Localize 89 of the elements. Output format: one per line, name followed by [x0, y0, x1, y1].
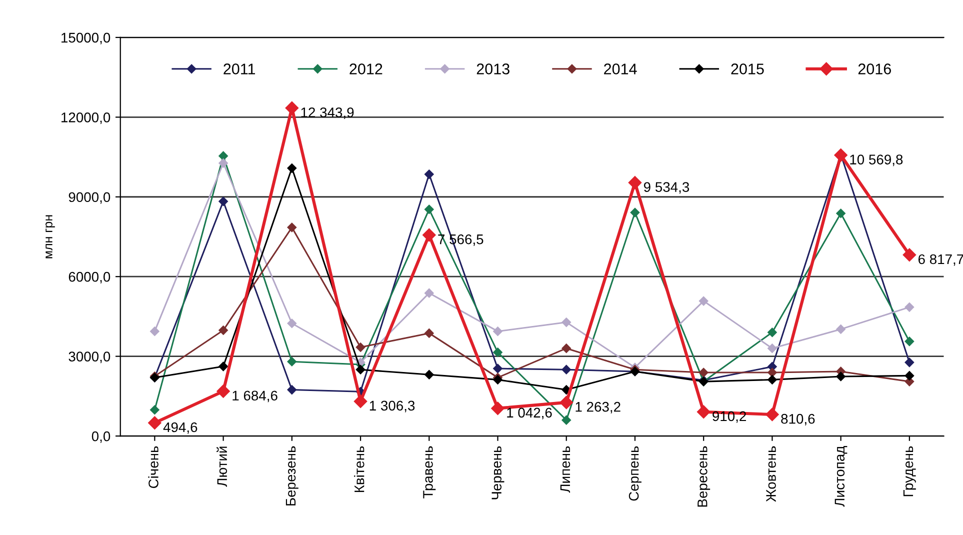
- point: [834, 148, 848, 162]
- data-label: 1 263,2: [576, 402, 620, 414]
- point: [904, 336, 914, 346]
- point: [285, 101, 298, 115]
- point: [562, 364, 571, 374]
- point: [150, 405, 160, 414]
- point: [287, 164, 297, 173]
- point: [836, 372, 846, 382]
- point: [218, 151, 228, 161]
- point: [356, 342, 366, 352]
- point: [768, 375, 777, 384]
- point: [150, 326, 160, 336]
- legend-label: 2012: [350, 64, 382, 74]
- data-label: 910,2: [712, 411, 746, 423]
- point: [493, 348, 502, 357]
- point: [768, 344, 777, 353]
- point: [562, 318, 571, 327]
- point: [422, 228, 436, 242]
- x-tick-label: Жовтень: [766, 446, 776, 502]
- point: [424, 288, 434, 298]
- legend-label: 2014: [604, 64, 637, 74]
- data-label: 494,6: [163, 422, 198, 434]
- point: [562, 415, 571, 425]
- y-tick-label: 0,0: [92, 431, 110, 443]
- point: [424, 170, 434, 179]
- point: [697, 405, 710, 418]
- point: [698, 296, 708, 306]
- x-tick-label: Вересень: [698, 446, 710, 507]
- data-label: 1 042,6: [507, 408, 552, 420]
- point: [493, 375, 502, 384]
- data-label: 810,6: [781, 414, 815, 426]
- point: [766, 408, 779, 422]
- data-label: 12 343,9: [301, 107, 354, 119]
- x-tick-label: Грудень: [903, 446, 916, 496]
- point: [698, 368, 708, 378]
- y-tick-label: 6000,0: [68, 272, 110, 284]
- point: [560, 396, 573, 410]
- point: [768, 328, 777, 338]
- point: [287, 357, 297, 366]
- point: [218, 362, 228, 372]
- point: [836, 208, 846, 218]
- point: [628, 176, 642, 190]
- point: [562, 344, 571, 353]
- x-tick-label: Січень: [148, 446, 158, 488]
- point: [768, 368, 777, 378]
- data-label: 6 817,7: [918, 254, 963, 266]
- point: [148, 416, 162, 430]
- point: [902, 248, 916, 262]
- y-tick-label: 12000,0: [62, 112, 110, 124]
- point: [491, 402, 504, 415]
- y-axis-title: млн грн: [46, 215, 55, 258]
- x-tick-label: Березень: [286, 446, 298, 506]
- point: [216, 384, 230, 398]
- point: [493, 326, 502, 336]
- point: [218, 196, 228, 206]
- data-label: 1 684,6: [232, 390, 278, 402]
- point: [287, 385, 297, 394]
- data-label: 9 534,3: [644, 182, 690, 194]
- x-tick-label: Травень: [423, 446, 436, 498]
- point: [424, 370, 434, 380]
- point: [287, 222, 297, 232]
- x-tick-label: Серпень: [628, 446, 642, 501]
- point: [904, 302, 914, 312]
- x-tick-label: Листопад: [834, 446, 848, 507]
- point: [493, 364, 502, 374]
- point: [356, 364, 366, 374]
- y-tick-label: 3000,0: [68, 352, 110, 364]
- legend-label: 2011: [224, 64, 256, 74]
- point: [218, 326, 228, 335]
- legend-label: 2013: [476, 64, 510, 74]
- x-tick-label: Червень: [492, 446, 504, 500]
- x-tick-label: Лютий: [216, 446, 228, 487]
- x-tick-label: Липень: [560, 446, 570, 493]
- point: [836, 324, 846, 334]
- point: [354, 394, 368, 408]
- data-label: 10 569,8: [850, 154, 903, 166]
- y-tick-label: 9000,0: [68, 192, 110, 204]
- point: [424, 328, 434, 338]
- point: [218, 158, 228, 168]
- point: [287, 318, 297, 328]
- data-label: 1 306,3: [370, 400, 415, 412]
- legend-label: 2015: [731, 64, 764, 74]
- legend-label: 2016: [858, 64, 891, 74]
- point: [424, 204, 434, 214]
- point: [630, 208, 640, 218]
- y-tick-label: 15000,0: [62, 32, 110, 44]
- x-tick-label: Квітень: [354, 446, 364, 492]
- point: [904, 358, 914, 368]
- point: [904, 371, 914, 380]
